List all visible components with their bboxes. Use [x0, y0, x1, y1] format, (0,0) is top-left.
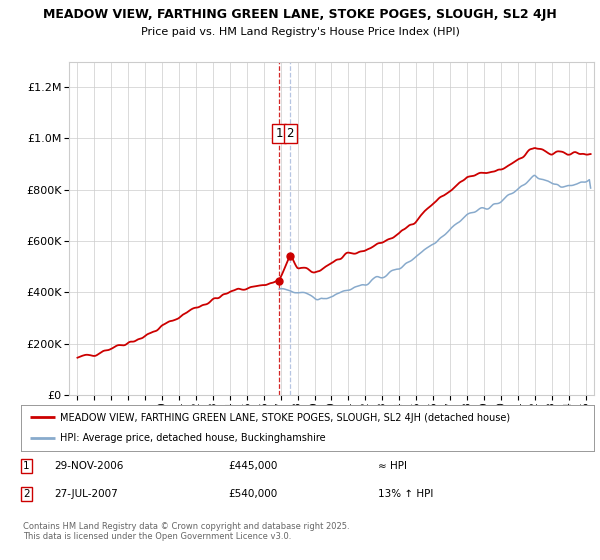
Text: 27-JUL-2007: 27-JUL-2007 [54, 489, 118, 499]
Text: 13% ↑ HPI: 13% ↑ HPI [378, 489, 433, 499]
Text: 2: 2 [23, 489, 29, 499]
Text: ≈ HPI: ≈ HPI [378, 461, 407, 471]
Text: 1: 1 [23, 461, 29, 471]
Text: £540,000: £540,000 [228, 489, 277, 499]
Text: MEADOW VIEW, FARTHING GREEN LANE, STOKE POGES, SLOUGH, SL2 4JH: MEADOW VIEW, FARTHING GREEN LANE, STOKE … [43, 8, 557, 21]
Text: £445,000: £445,000 [228, 461, 277, 471]
Text: Contains HM Land Registry data © Crown copyright and database right 2025.
This d: Contains HM Land Registry data © Crown c… [23, 522, 349, 542]
Text: 29-NOV-2006: 29-NOV-2006 [54, 461, 124, 471]
Text: 1: 1 [275, 127, 283, 140]
Text: 2: 2 [287, 127, 294, 140]
Text: HPI: Average price, detached house, Buckinghamshire: HPI: Average price, detached house, Buck… [60, 433, 326, 444]
Text: Price paid vs. HM Land Registry's House Price Index (HPI): Price paid vs. HM Land Registry's House … [140, 27, 460, 37]
Text: MEADOW VIEW, FARTHING GREEN LANE, STOKE POGES, SLOUGH, SL2 4JH (detached house): MEADOW VIEW, FARTHING GREEN LANE, STOKE … [60, 413, 510, 423]
